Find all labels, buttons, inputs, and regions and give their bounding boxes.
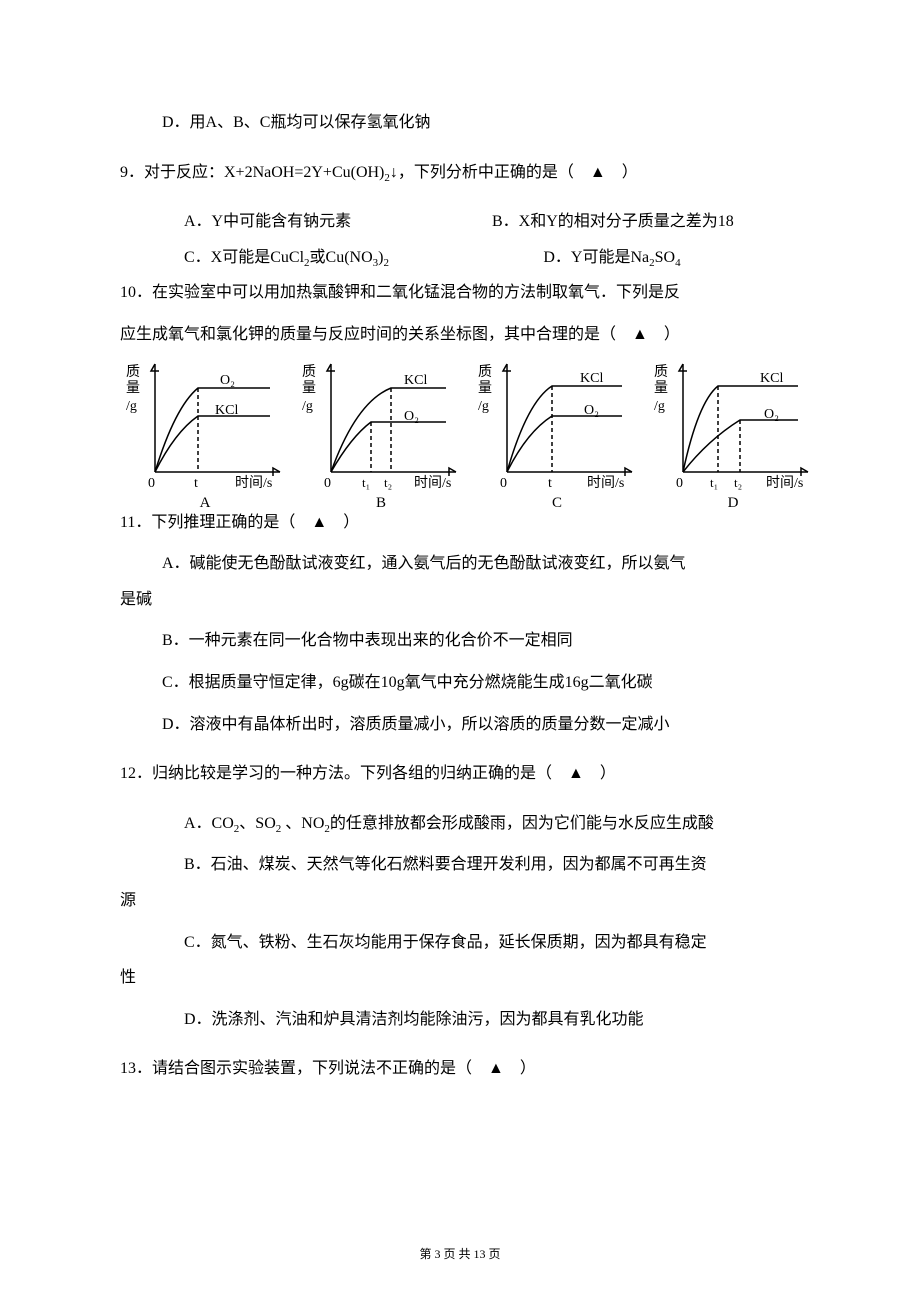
- q9-c-pre: C．X可能是CuCl: [184, 249, 304, 266]
- svg-text:0: 0: [500, 476, 507, 491]
- q10-graph-b: 质 量 /g KCl O₂ 0 t₁ t₂ 时间/s B: [296, 352, 466, 512]
- q12-option-a: A．CO2、SO2 、NO2的任意排放都会形成酸雨，因为它们能与水反应生成酸: [120, 811, 800, 837]
- q12-a-tail: 的任意排放都会形成酸雨，因为它们能与水反应生成酸: [330, 815, 714, 832]
- q12-option-c-line2: 性: [120, 965, 800, 991]
- q9-option-a: A．Y中可能含有钠元素: [184, 209, 492, 235]
- svg-text:量: 量: [654, 380, 668, 396]
- svg-text:时间/s: 时间/s: [766, 475, 803, 491]
- q10-graph-b-svg: 质 量 /g KCl O₂ 0 t₁ t₂ 时间/s: [296, 352, 466, 492]
- svg-text:KCl: KCl: [215, 403, 238, 418]
- q9-option-d: D．Y可能是Na2SO4: [543, 245, 800, 271]
- q12-option-b-line2: 源: [120, 888, 800, 914]
- svg-text:O₂: O₂: [404, 409, 419, 424]
- q11-option-c: C．根据质量守恒定律，6g碳在10g氧气中充分燃烧能生成16g二氧化碳: [120, 670, 800, 696]
- page-footer: 第 3 页 共 13 页: [0, 1245, 920, 1262]
- svg-text:KCl: KCl: [760, 371, 783, 386]
- q12-option-c-line1: C．氮气、铁粉、生石灰均能用于保存食品，延长保质期，因为都具有稳定: [120, 930, 800, 956]
- svg-text:t₁: t₁: [362, 475, 370, 490]
- q9-stem-tail: ↓，下列分析中正确的是（ ▲ ）: [390, 164, 638, 181]
- svg-text:KCl: KCl: [404, 373, 427, 388]
- q11-option-d: D．溶液中有晶体析出时，溶质质量减小，所以溶质的质量分数一定减小: [120, 712, 800, 738]
- svg-text:/g: /g: [302, 399, 313, 414]
- svg-text:质: 质: [302, 364, 316, 380]
- q12-stem: 12．归纳比较是学习的一种方法。下列各组的归纳正确的是（ ▲ ）: [120, 761, 800, 787]
- q11-option-a-line1: A．碱能使无色酚酞试液变红，通入氨气后的无色酚酞试液变红，所以氨气: [120, 551, 800, 577]
- svg-text:t₂: t₂: [734, 475, 742, 490]
- q12-option-d: D．洗涤剂、汽油和炉具清洁剂均能除油污，因为都具有乳化功能: [120, 1007, 800, 1033]
- q9-option-c: C．X可能是CuCl2或Cu(NO3)2: [184, 245, 543, 271]
- svg-text:0: 0: [676, 476, 683, 491]
- svg-text:t: t: [548, 476, 552, 491]
- q12-a-pre: A．CO: [184, 815, 234, 832]
- svg-text:质: 质: [126, 364, 140, 380]
- q10-graph-c-svg: 质 量 /g KCl O₂ 0 t 时间/s: [472, 352, 642, 492]
- q12-a-m2: 、NO: [281, 815, 324, 832]
- q10-label-c: C: [472, 495, 642, 512]
- q9-option-b: B．X和Y的相对分子质量之差为18: [492, 209, 800, 235]
- svg-text:量: 量: [302, 380, 316, 396]
- q9-d-s2: 4: [675, 257, 681, 269]
- q11-option-b: B．一种元素在同一化合物中表现出来的化合价不一定相同: [120, 628, 800, 654]
- svg-text:量: 量: [126, 380, 140, 396]
- q9-c-s3: 2: [383, 257, 389, 269]
- q12-option-b-line1: B．石油、煤炭、天然气等化石燃料要合理开发利用，因为都属不可再生资: [120, 852, 800, 878]
- q10-graphs: 质 量 /g O₂ KCl 0 t 时间/s A: [120, 352, 800, 512]
- q9-c-mid: 或Cu(NO: [310, 249, 373, 266]
- svg-text:/g: /g: [654, 399, 665, 414]
- page: D．用A、B、C瓶均可以保存氢氧化钠 9．对于反应：X+2NaOH=2Y+Cu(…: [0, 0, 920, 1302]
- svg-text:时间/s: 时间/s: [587, 475, 624, 491]
- q8-option-d: D．用A、B、C瓶均可以保存氢氧化钠: [120, 110, 800, 136]
- svg-text:质: 质: [654, 364, 668, 380]
- svg-text:时间/s: 时间/s: [235, 475, 272, 491]
- svg-text:0: 0: [148, 476, 155, 491]
- q9-d-pre: D．Y可能是Na: [543, 249, 649, 266]
- q10-stem-line1: 10．在实验室中可以用加热氯酸钾和二氧化锰混合物的方法制取氧气．下列是反: [120, 280, 800, 306]
- q10-graph-d: 质 量 /g KCl O₂ 0 t₁ t₂ 时间/s D: [648, 352, 818, 512]
- q10-stem-line2: 应生成氧气和氯化钾的质量与反应时间的关系坐标图，其中合理的是（ ▲ ）: [120, 322, 800, 348]
- svg-text:O₂: O₂: [764, 407, 779, 422]
- q10-graph-a: 质 量 /g O₂ KCl 0 t 时间/s A: [120, 352, 290, 512]
- svg-text:/g: /g: [126, 399, 137, 414]
- q10-graph-d-svg: 质 量 /g KCl O₂ 0 t₁ t₂ 时间/s: [648, 352, 818, 492]
- q9-stem: 9．对于反应：X+2NaOH=2Y+Cu(OH)2↓，下列分析中正确的是（ ▲ …: [120, 160, 800, 186]
- svg-text:t₂: t₂: [384, 475, 392, 490]
- q9-options-row2: C．X可能是CuCl2或Cu(NO3)2 D．Y可能是Na2SO4: [120, 245, 800, 271]
- q11-stem: 11．下列推理正确的是（ ▲ ）: [120, 510, 800, 536]
- svg-text:量: 量: [478, 380, 492, 396]
- q13-stem: 13．请结合图示实验装置，下列说法不正确的是（ ▲ ）: [120, 1056, 800, 1082]
- q12-a-m1: 、SO: [239, 815, 275, 832]
- svg-text:KCl: KCl: [580, 371, 603, 386]
- svg-text:t: t: [194, 476, 198, 491]
- q9-options-row1: A．Y中可能含有钠元素 B．X和Y的相对分子质量之差为18: [120, 209, 800, 235]
- q11-option-a-line2: 是碱: [120, 587, 800, 613]
- svg-text:O₂: O₂: [584, 403, 599, 418]
- q10-graph-a-svg: 质 量 /g O₂ KCl 0 t 时间/s: [120, 352, 290, 492]
- svg-text:O₂: O₂: [220, 373, 235, 388]
- q9-d-mid: SO: [655, 249, 675, 266]
- svg-text:/g: /g: [478, 399, 489, 414]
- q10-graph-c: 质 量 /g KCl O₂ 0 t 时间/s C: [472, 352, 642, 512]
- svg-text:t₁: t₁: [710, 475, 718, 490]
- q9-stem-text: 9．对于反应：X+2NaOH=2Y+Cu(OH): [120, 164, 384, 181]
- q10-label-d: D: [648, 495, 818, 512]
- svg-text:质: 质: [478, 364, 492, 380]
- svg-text:时间/s: 时间/s: [414, 475, 451, 491]
- svg-text:0: 0: [324, 476, 331, 491]
